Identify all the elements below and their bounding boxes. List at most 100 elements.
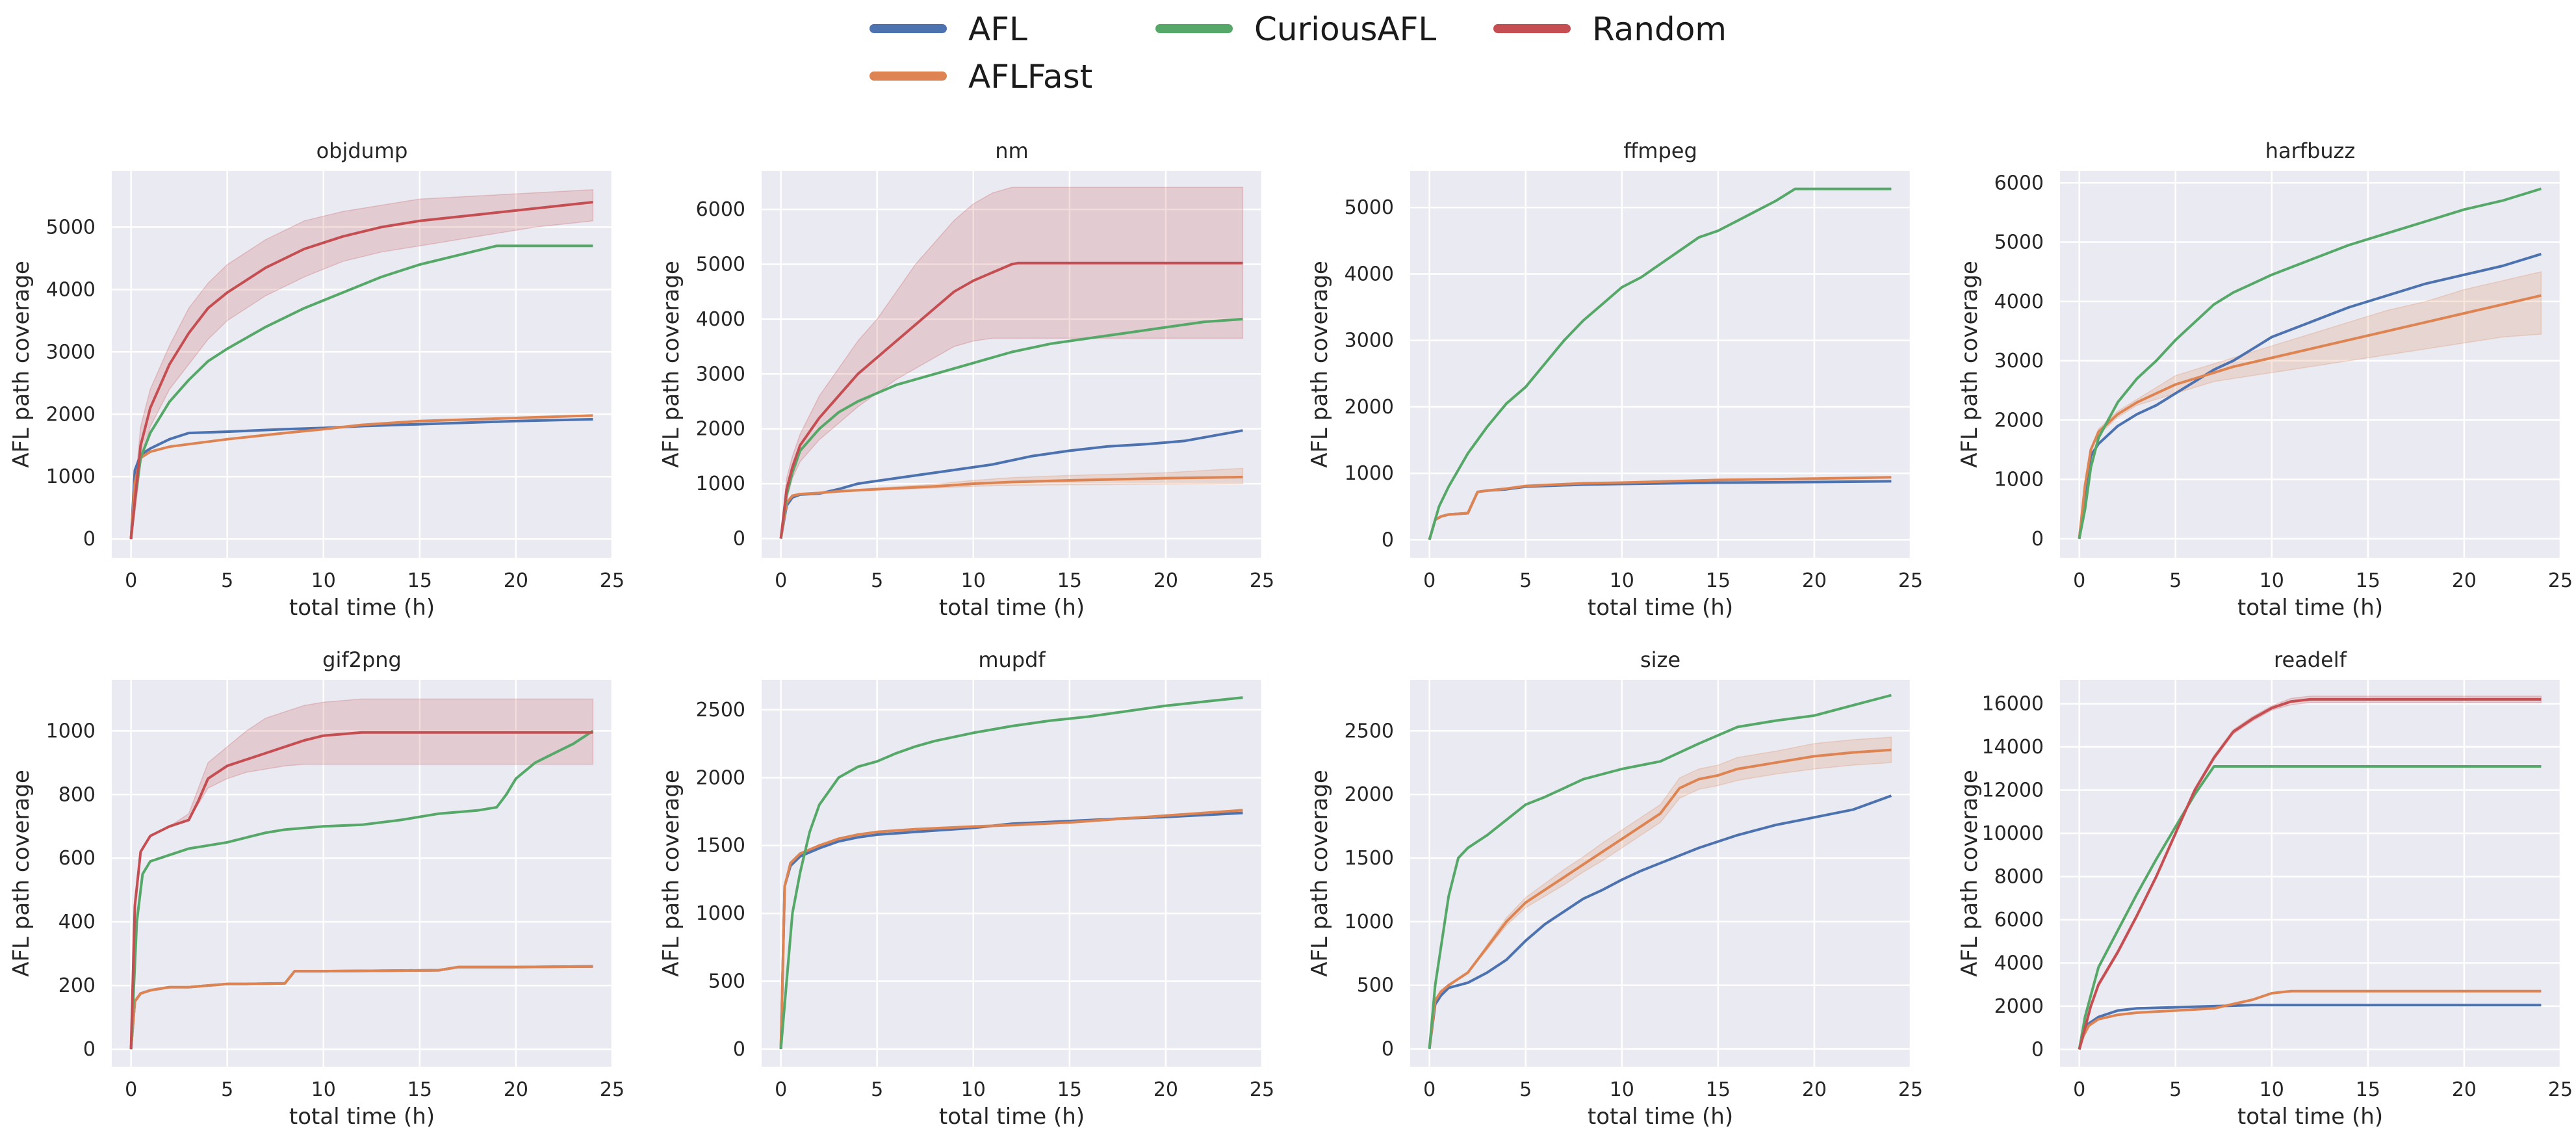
- x-tick-label: 0: [1423, 1078, 1436, 1101]
- y-tick-label: 0: [83, 1038, 96, 1061]
- y-tick-label: 8000: [1994, 865, 2044, 888]
- x-tick-label: 20: [504, 1078, 528, 1101]
- y-tick-label: 1500: [1345, 847, 1394, 870]
- x-tick-label: 15: [1706, 1078, 1731, 1101]
- y-axis-label: AFL path coverage: [1957, 770, 1983, 977]
- chart-title: nm: [995, 138, 1028, 163]
- x-tick-label: 10: [311, 1078, 336, 1101]
- legend-item-afl: AFL: [869, 10, 1027, 48]
- line-curiousafl: [779, 317, 1243, 539]
- y-tick-label: 2000: [46, 403, 96, 426]
- y-tick-label: 1000: [46, 720, 96, 742]
- x-axis-label: total time (h): [2237, 1104, 2383, 1130]
- x-tick-label: 15: [1057, 1078, 1082, 1101]
- x-tick-label: 10: [311, 569, 336, 592]
- y-tick-label: 3000: [1994, 350, 2044, 372]
- series-group: [779, 696, 1243, 1050]
- y-tick-label: 600: [58, 847, 96, 870]
- y-axis-label: AFL path coverage: [8, 770, 34, 977]
- y-tick-label: 0: [2031, 528, 2044, 551]
- chart-title: mupdf: [978, 647, 1046, 672]
- x-tick-label: 25: [600, 569, 625, 592]
- y-tick-label: 1000: [696, 473, 745, 495]
- series-group: [1428, 187, 1892, 540]
- y-tick-label: 12000: [1982, 779, 2044, 802]
- line-aflfast: [779, 809, 1243, 1049]
- y-tick-label: 4000: [1345, 263, 1394, 285]
- y-tick-label: 4000: [46, 278, 96, 301]
- x-tick-label: 5: [1519, 569, 1532, 592]
- y-tick-label: 10000: [1982, 822, 2044, 845]
- plot-area: [762, 680, 1262, 1067]
- x-axis-label: total time (h): [289, 1104, 435, 1130]
- y-tick-label: 1000: [46, 465, 96, 488]
- legend-label: AFL: [968, 10, 1027, 48]
- chart-title: gif2png: [322, 647, 402, 672]
- y-tick-label: 1500: [696, 835, 745, 857]
- line-afl: [2078, 1004, 2542, 1050]
- y-tick-label: 14000: [1982, 736, 2044, 759]
- legend-item-curiousafl: CuriousAFL: [1155, 10, 1436, 48]
- x-tick-label: 25: [600, 1078, 625, 1101]
- y-tick-label: 3000: [696, 363, 745, 385]
- line-curiousafl: [1428, 694, 1892, 1049]
- y-axis-label: AFL path coverage: [1307, 770, 1333, 977]
- x-tick-label: 15: [2356, 569, 2380, 592]
- x-axis-label: total time (h): [2237, 595, 2383, 621]
- x-tick-label: 15: [407, 1078, 432, 1101]
- x-axis-label: total time (h): [1588, 1104, 1733, 1130]
- line-aflfast: [129, 965, 593, 1050]
- x-tick-label: 5: [871, 569, 883, 592]
- x-tick-label: 10: [2260, 569, 2284, 592]
- y-tick-label: 3000: [1345, 330, 1394, 352]
- chart-title: ffmpeg: [1623, 138, 1697, 163]
- x-tick-label: 5: [221, 1078, 233, 1101]
- y-tick-label: 400: [58, 911, 96, 933]
- line-random: [129, 731, 593, 1050]
- y-tick-label: 16000: [1982, 693, 2044, 716]
- line-random: [779, 261, 1243, 539]
- x-tick-label: 15: [1057, 569, 1082, 592]
- x-tick-label: 25: [1898, 569, 1923, 592]
- plot-area: [2060, 680, 2560, 1067]
- x-tick-label: 0: [2073, 1078, 2085, 1101]
- y-tick-label: 6000: [1994, 909, 2044, 931]
- chart-objdump: 0 5 10 15 20 25 0 1000 2000 3000 4000 5000 objdump to…: [8, 138, 625, 621]
- chart-title: objdump: [316, 138, 408, 163]
- x-tick-label: 10: [1610, 569, 1634, 592]
- legend-label: AFLFast: [968, 58, 1092, 96]
- y-tick-label: 2500: [696, 699, 745, 722]
- legend-label: CuriousAFL: [1254, 10, 1436, 48]
- x-tick-label: 10: [2260, 1078, 2284, 1101]
- x-tick-label: 0: [775, 1078, 787, 1101]
- y-tick-label: 5000: [1994, 231, 2044, 254]
- line-curiousafl: [129, 729, 594, 1050]
- x-tick-label: 25: [1898, 1078, 1923, 1101]
- line-curiousafl: [1428, 187, 1892, 540]
- line-aflfast: [1428, 748, 1892, 1049]
- y-tick-label: 500: [708, 970, 745, 993]
- y-tick-label: 1000: [1345, 911, 1394, 933]
- x-tick-label: 20: [2452, 569, 2477, 592]
- line-aflfast: [779, 475, 1243, 539]
- chart-readelf: 0 5 10 15 20 25 0 2000 4000 6000 8000 10000 12000 140…: [1957, 647, 2573, 1130]
- series-group: [779, 187, 1244, 539]
- x-tick-label: 25: [2548, 569, 2573, 592]
- x-tick-label: 0: [2073, 569, 2085, 592]
- line-aflfast: [2078, 294, 2542, 540]
- line-random: [129, 201, 593, 540]
- line-curiousafl: [129, 244, 593, 540]
- band-aflfast: [2078, 271, 2542, 539]
- x-tick-label: 5: [2169, 569, 2182, 592]
- chart-size: 0 5 10 15 20 25 0 500 1000 1500 2000 2500 size total …: [1307, 647, 1923, 1130]
- y-tick-label: 1000: [1345, 462, 1394, 485]
- series-group: [129, 698, 594, 1050]
- series-group: [2078, 696, 2542, 1050]
- x-tick-label: 25: [2548, 1078, 2573, 1101]
- y-tick-label: 2000: [696, 766, 745, 789]
- line-aflfast: [1428, 476, 1892, 540]
- y-tick-label: 2500: [1345, 720, 1394, 742]
- x-tick-label: 25: [1250, 569, 1274, 592]
- y-tick-label: 5000: [1345, 196, 1394, 219]
- legend-item-aflfast: AFLFast: [869, 58, 1092, 96]
